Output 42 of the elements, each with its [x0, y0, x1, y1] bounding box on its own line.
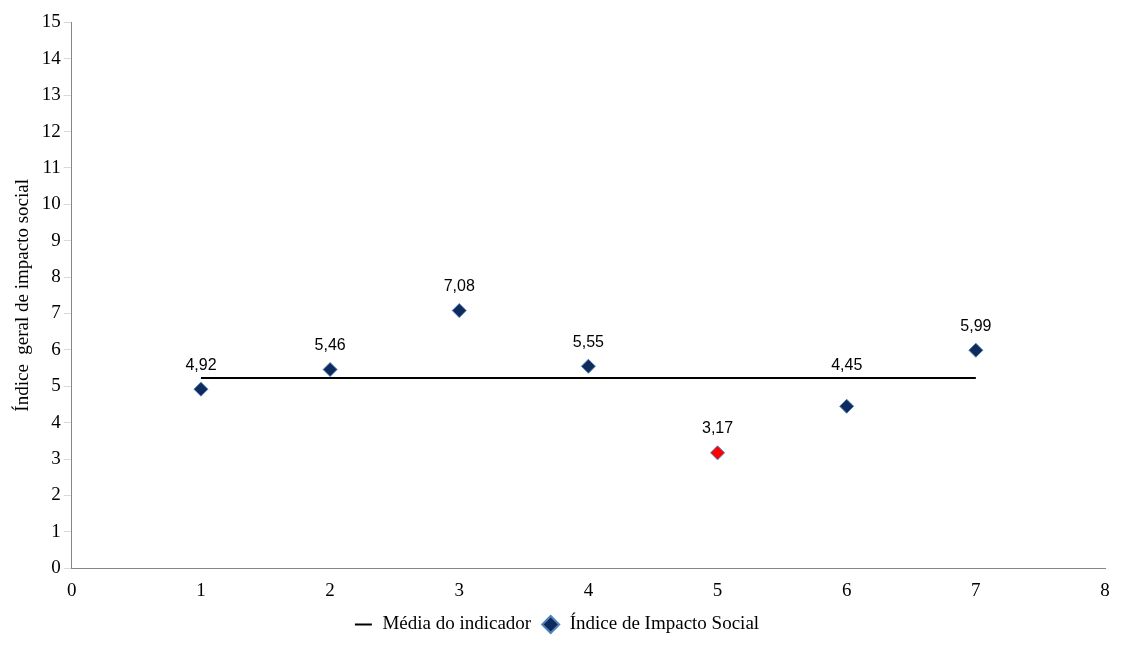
data-label: 7,08 — [443, 276, 475, 294]
y-tick-label: 14 — [41, 46, 62, 68]
x-tick-label: 5 — [712, 578, 723, 600]
y-tick-label: 2 — [51, 483, 61, 505]
y-tick-label: 11 — [42, 155, 61, 177]
y-tick-label: 5 — [51, 374, 61, 396]
point — [322, 362, 338, 378]
point — [839, 398, 855, 414]
y-tick-label: 10 — [41, 192, 61, 214]
data-label: 5,46 — [314, 335, 346, 353]
x-tick-label: 1 — [196, 578, 206, 600]
y-tick-label: 6 — [51, 337, 61, 359]
y-tick-label: 0 — [51, 556, 61, 578]
point — [193, 381, 209, 397]
x-tick-label: 6 — [841, 578, 852, 600]
data-label: 5,99 — [960, 316, 992, 334]
data-label: 5,55 — [572, 332, 605, 350]
data-label: 4,45 — [831, 356, 863, 374]
y-tick-label: 7 — [51, 301, 61, 323]
y-tick-label: 13 — [41, 83, 61, 105]
x-tick-label: 0 — [67, 578, 77, 600]
y-tick-label: 15 — [41, 10, 61, 32]
legend-label: Média do indicador — [382, 612, 532, 634]
x-tick-label: 8 — [1100, 578, 1110, 600]
x-tick-label: 4 — [583, 578, 594, 600]
y-tick-label: 8 — [51, 265, 61, 287]
x-tick-label: 2 — [325, 578, 335, 600]
x-tick-label: 3 — [454, 578, 464, 600]
y-tick-label: 9 — [51, 228, 61, 250]
y-axis-title: Índice geral de impacto social — [11, 178, 33, 412]
y-tick-label: 12 — [41, 119, 61, 141]
y-tick-label: 3 — [51, 447, 61, 469]
y-tick-label: 1 — [51, 519, 61, 541]
legend-label: Índice de Impacto Social — [569, 612, 760, 634]
data-label: 3,17 — [701, 419, 734, 437]
point — [710, 445, 726, 461]
point — [451, 303, 467, 319]
point — [580, 358, 596, 374]
y-tick-label: 4 — [51, 410, 62, 432]
x-tick-label: 7 — [971, 578, 981, 600]
point — [968, 342, 984, 358]
data-label: 4,92 — [185, 355, 217, 373]
